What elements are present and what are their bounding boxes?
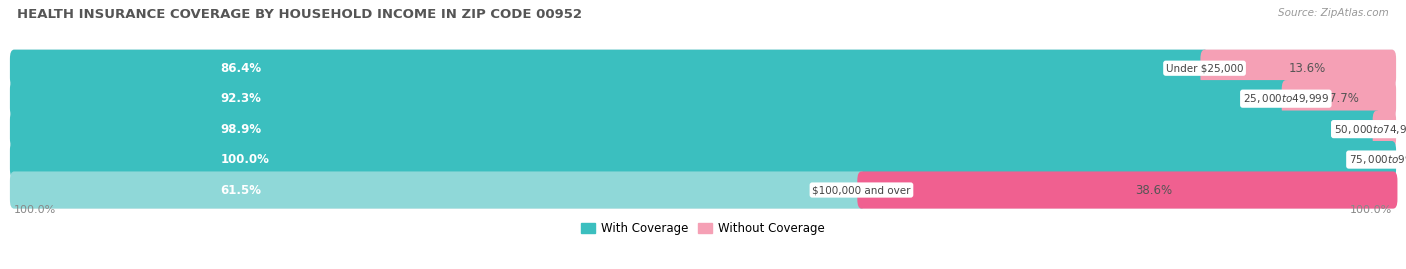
FancyBboxPatch shape xyxy=(10,141,1396,178)
Text: 100.0%: 100.0% xyxy=(14,205,56,215)
Text: Source: ZipAtlas.com: Source: ZipAtlas.com xyxy=(1278,8,1389,18)
Text: $25,000 to $49,999: $25,000 to $49,999 xyxy=(1243,92,1329,105)
Text: 92.3%: 92.3% xyxy=(221,92,262,105)
Legend: With Coverage, Without Coverage: With Coverage, Without Coverage xyxy=(576,217,830,239)
FancyBboxPatch shape xyxy=(10,111,1381,148)
FancyBboxPatch shape xyxy=(10,80,1396,117)
FancyBboxPatch shape xyxy=(10,171,1396,208)
Text: 61.5%: 61.5% xyxy=(221,183,262,197)
Text: $50,000 to $74,999: $50,000 to $74,999 xyxy=(1334,123,1406,136)
Text: 100.0%: 100.0% xyxy=(221,153,270,166)
Text: 7.7%: 7.7% xyxy=(1329,92,1360,105)
Text: $75,000 to $99,999: $75,000 to $99,999 xyxy=(1348,153,1406,166)
Text: 100.0%: 100.0% xyxy=(1350,205,1392,215)
FancyBboxPatch shape xyxy=(1201,50,1396,87)
FancyBboxPatch shape xyxy=(10,171,866,208)
FancyBboxPatch shape xyxy=(10,80,1289,117)
Text: 86.4%: 86.4% xyxy=(221,62,262,75)
FancyBboxPatch shape xyxy=(858,171,1398,208)
FancyBboxPatch shape xyxy=(1282,80,1396,117)
FancyBboxPatch shape xyxy=(10,50,1396,87)
FancyBboxPatch shape xyxy=(10,111,1396,148)
FancyBboxPatch shape xyxy=(10,141,1396,178)
FancyBboxPatch shape xyxy=(1372,111,1396,148)
Text: HEALTH INSURANCE COVERAGE BY HOUSEHOLD INCOME IN ZIP CODE 00952: HEALTH INSURANCE COVERAGE BY HOUSEHOLD I… xyxy=(17,8,582,21)
Text: 98.9%: 98.9% xyxy=(221,123,262,136)
Text: Under $25,000: Under $25,000 xyxy=(1166,63,1243,73)
Text: $100,000 and over: $100,000 and over xyxy=(813,185,911,195)
Text: 13.6%: 13.6% xyxy=(1289,62,1326,75)
FancyBboxPatch shape xyxy=(10,50,1209,87)
Text: 38.6%: 38.6% xyxy=(1136,183,1173,197)
